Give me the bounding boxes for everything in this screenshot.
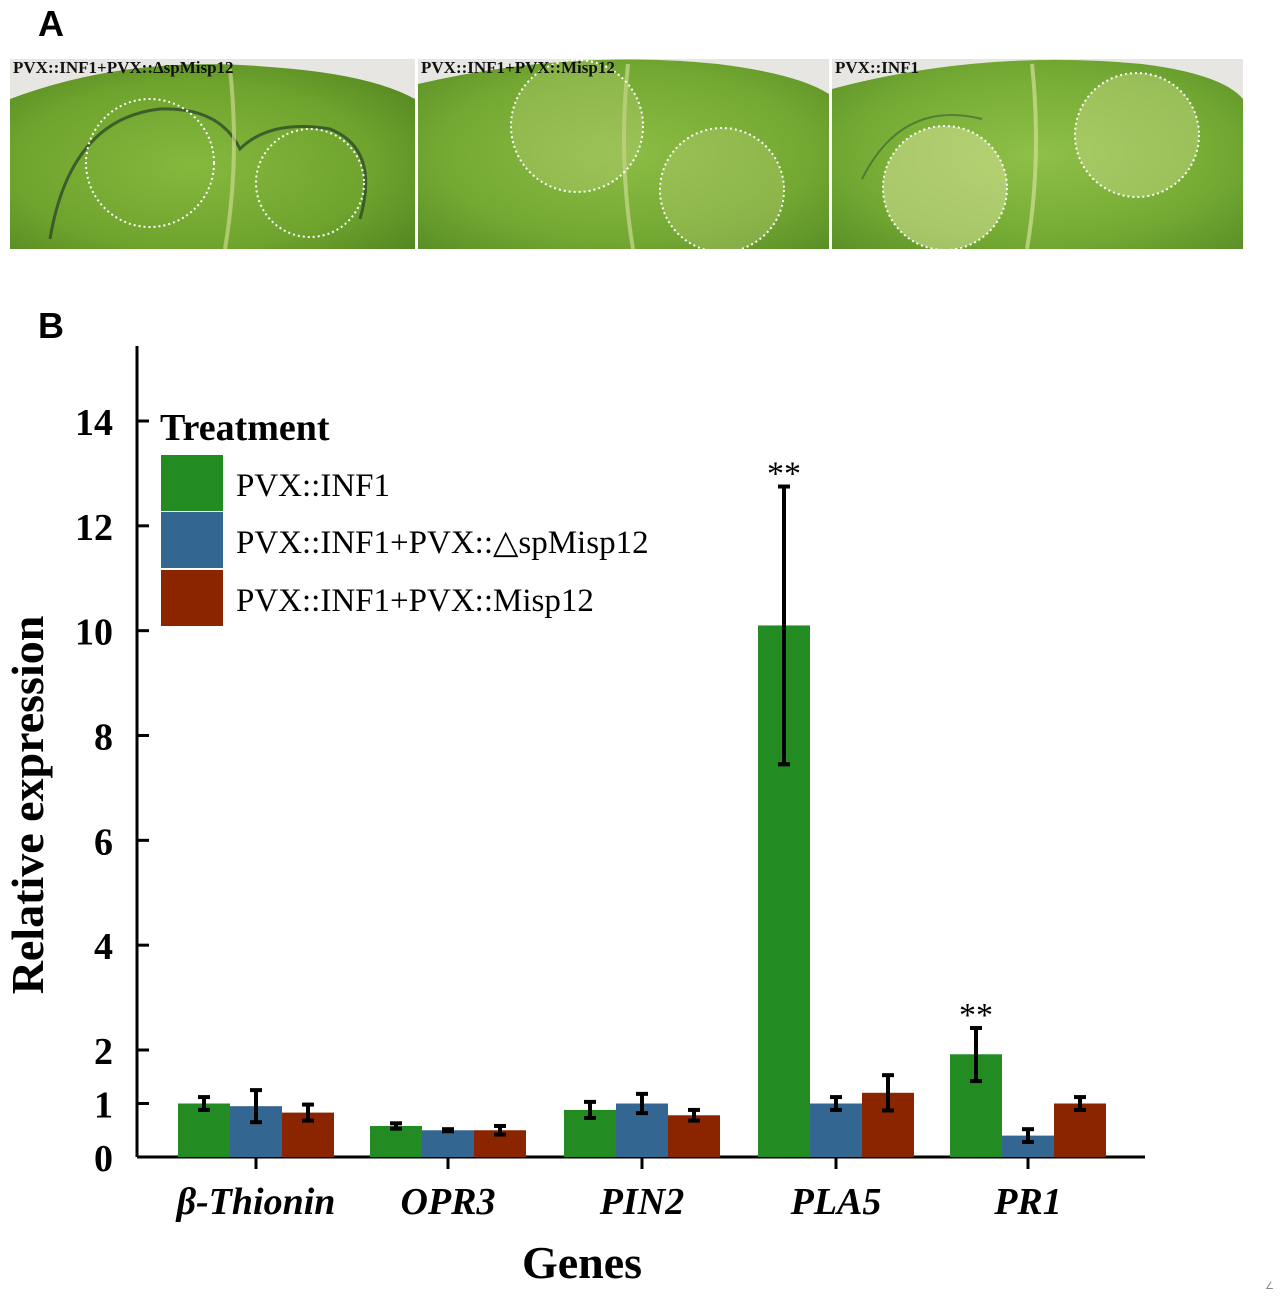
legend-swatch-0 (161, 455, 223, 511)
x-tick-label-2: PIN2 (599, 1181, 684, 1223)
y-tick-label-14: 14 (75, 402, 113, 444)
y-axis-title: Relative expression (2, 616, 53, 995)
leaf-photo-3 (832, 59, 1243, 249)
bar-1-4 (1002, 1135, 1054, 1157)
bar-1-1 (422, 1130, 474, 1157)
legend-label-2: PVX::INF1+PVX::Misp12 (236, 583, 594, 619)
y-tick-label-8: 8 (94, 717, 113, 759)
y-tick-label-6: 6 (94, 821, 113, 863)
x-tick-label-3: PLA5 (790, 1181, 882, 1223)
y-tick-label-2: 2 (94, 1031, 113, 1073)
panel-b-letter: B (38, 305, 64, 346)
significance-mark-0: ** (767, 456, 801, 493)
y-tick-label-4: 4 (94, 926, 113, 968)
y-tick-label-1: 1 (94, 1085, 113, 1127)
panel-a-letter: A (38, 3, 64, 44)
y-tick-label-10: 10 (75, 612, 113, 654)
y-tick-label-12: 12 (75, 507, 113, 549)
legend-title: Treatment (160, 407, 330, 449)
leaf-photo-2 (418, 59, 829, 249)
corner-mark: ∠ (1265, 1281, 1274, 1292)
legend-swatch-1 (161, 512, 223, 568)
bar-2-4 (1054, 1103, 1106, 1157)
bar-1-3 (810, 1103, 862, 1157)
legend-label-1: PVX::INF1+PVX::△spMisp12 (236, 525, 649, 561)
leaf-label-1: PVX::INF1+PVX::ΔspMisp12 (13, 58, 234, 77)
x-tick-label-1: OPR3 (401, 1181, 496, 1223)
bar-0-1 (370, 1125, 422, 1157)
y-tick-label-0: 0 (94, 1138, 113, 1180)
legend-swatch-2 (161, 570, 223, 626)
leaf-label-3: PVX::INF1 (835, 58, 920, 77)
x-axis-title: Genes (522, 1237, 642, 1288)
legend-label-0: PVX::INF1 (236, 468, 390, 504)
x-tick-label-0: β-Thionin (175, 1181, 336, 1223)
leaf-label-2: PVX::INF1+PVX::Misp12 (421, 58, 615, 77)
x-tick-label-4: PR1 (993, 1181, 1062, 1223)
bar-0-0 (178, 1103, 230, 1157)
leaf-photo-1 (10, 59, 415, 249)
significance-mark-1: ** (959, 997, 993, 1034)
